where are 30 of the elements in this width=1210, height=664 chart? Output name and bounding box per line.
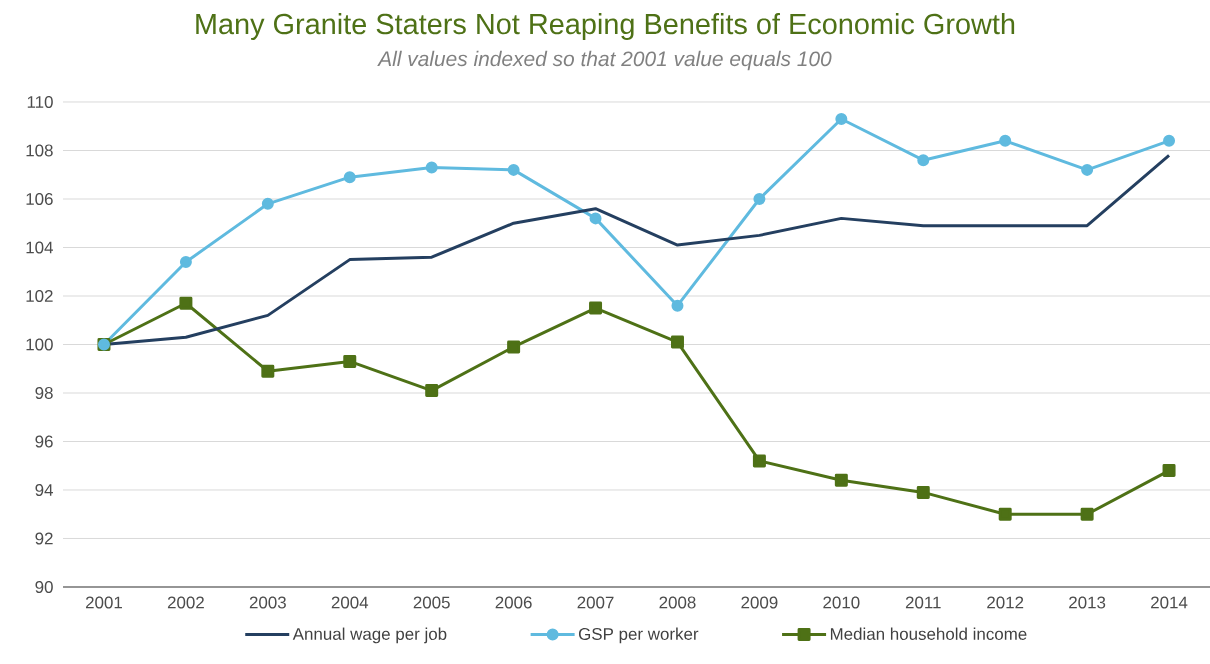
y-tick-label: 104 xyxy=(26,241,53,254)
y-tick-label: 106 xyxy=(26,192,53,205)
y-tick-label: 92 xyxy=(35,532,53,545)
legend-label: Median household income xyxy=(830,627,1027,640)
chart-title: Many Granite Staters Not Reaping Benefits of Economic Growth xyxy=(196,13,1015,40)
x-tick-label: 2012 xyxy=(987,596,1024,609)
x-tick-label: 2006 xyxy=(495,596,532,609)
x-tick-label: 2005 xyxy=(413,596,450,609)
y-tick-label: 110 xyxy=(27,95,53,108)
x-tick-label: 2011 xyxy=(905,596,941,609)
legend-label: Annual wage per job xyxy=(292,627,447,644)
x-tick-label: 2014 xyxy=(1151,596,1188,609)
y-tick-label: 96 xyxy=(35,435,53,448)
x-tick-label: 2010 xyxy=(823,596,860,609)
x-tick-label: 2001 xyxy=(85,596,122,609)
y-tick-label: 90 xyxy=(35,580,53,593)
x-tick-label: 2008 xyxy=(659,596,696,609)
legend-label: GSP per worker xyxy=(578,627,699,644)
x-tick-label: 2004 xyxy=(331,596,369,609)
x-tick-label: 2009 xyxy=(741,596,778,609)
x-tick-label: 2013 xyxy=(1069,596,1106,609)
x-tick-label: 2002 xyxy=(167,596,204,609)
x-tick-label: 2007 xyxy=(577,596,614,609)
y-tick-label: 94 xyxy=(35,483,53,496)
x-tick-label: 2003 xyxy=(249,596,286,609)
chart-subtitle: All values indexed so that 2001 value equals 100 xyxy=(377,50,832,71)
y-tick-label: 98 xyxy=(35,386,53,399)
y-tick-label: 100 xyxy=(26,338,53,351)
y-tick-label: 108 xyxy=(26,144,53,157)
y-tick-label: 102 xyxy=(26,289,53,302)
